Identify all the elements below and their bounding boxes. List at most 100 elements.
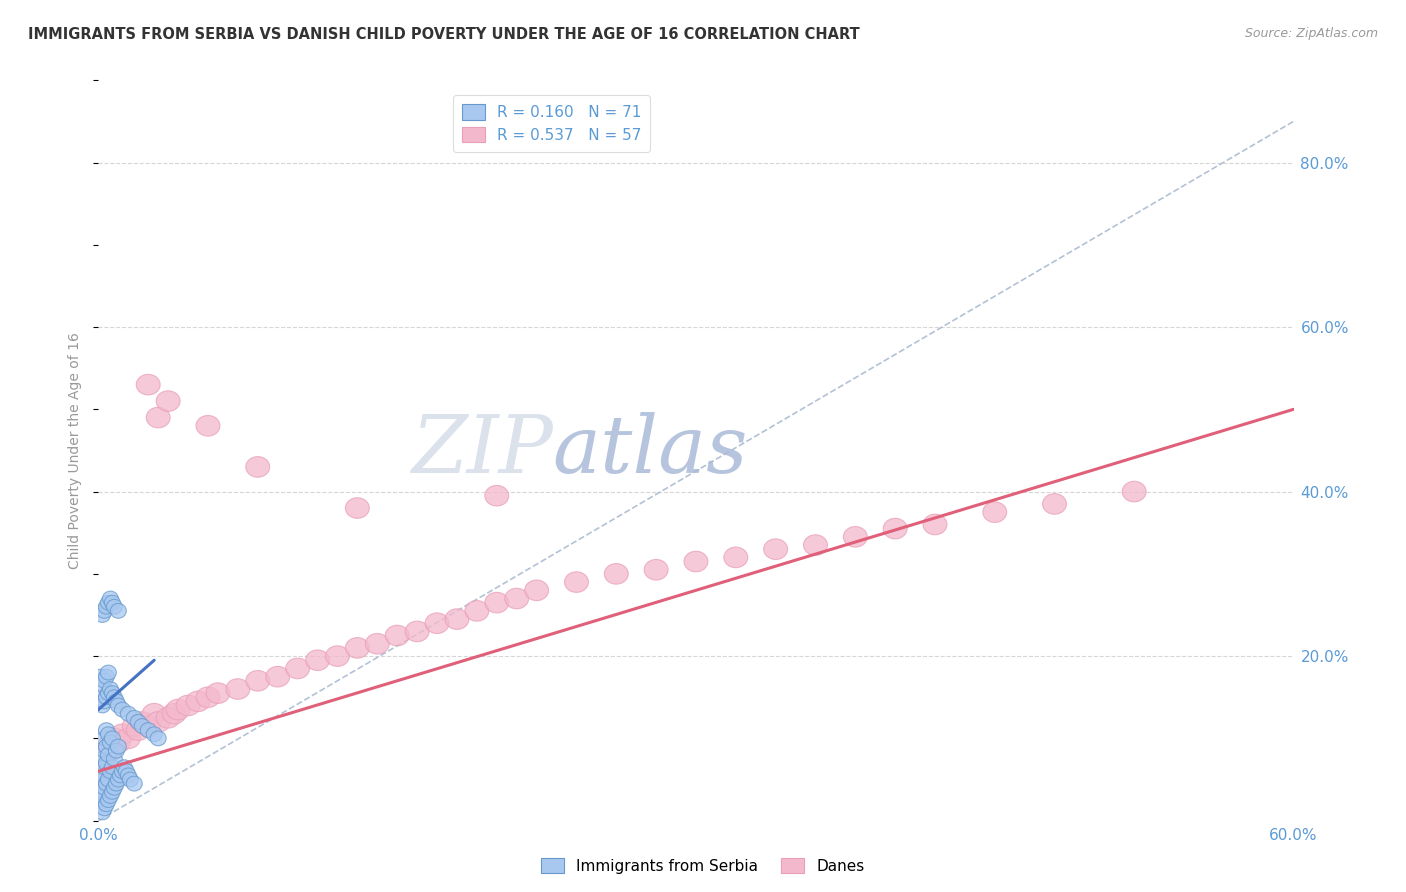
Text: Source: ZipAtlas.com: Source: ZipAtlas.com [1244, 27, 1378, 40]
Ellipse shape [605, 564, 628, 584]
Ellipse shape [146, 727, 162, 741]
Ellipse shape [465, 600, 489, 621]
Ellipse shape [366, 633, 389, 654]
Ellipse shape [94, 698, 111, 713]
Ellipse shape [565, 572, 589, 592]
Ellipse shape [104, 760, 121, 774]
Ellipse shape [94, 678, 111, 692]
Ellipse shape [142, 704, 166, 724]
Ellipse shape [136, 715, 160, 736]
Ellipse shape [104, 784, 121, 799]
Ellipse shape [983, 502, 1007, 523]
Ellipse shape [97, 673, 112, 689]
Ellipse shape [98, 669, 114, 684]
Ellipse shape [98, 723, 114, 738]
Ellipse shape [97, 743, 112, 758]
Ellipse shape [685, 551, 709, 572]
Ellipse shape [98, 797, 114, 812]
Ellipse shape [107, 732, 131, 753]
Ellipse shape [446, 609, 470, 630]
Ellipse shape [108, 776, 124, 791]
Ellipse shape [100, 727, 117, 741]
Ellipse shape [136, 375, 160, 395]
Text: ZIP: ZIP [411, 412, 553, 489]
Text: IMMIGRANTS FROM SERBIA VS DANISH CHILD POVERTY UNDER THE AGE OF 16 CORRELATION C: IMMIGRANTS FROM SERBIA VS DANISH CHILD P… [28, 27, 860, 42]
Ellipse shape [118, 764, 135, 779]
Ellipse shape [98, 739, 114, 754]
Ellipse shape [883, 518, 907, 539]
Ellipse shape [103, 764, 118, 779]
Ellipse shape [127, 776, 142, 791]
Ellipse shape [505, 588, 529, 609]
Ellipse shape [98, 776, 114, 791]
Legend: R = 0.160   N = 71, R = 0.537   N = 57: R = 0.160 N = 71, R = 0.537 N = 57 [453, 95, 651, 152]
Ellipse shape [724, 547, 748, 567]
Ellipse shape [107, 780, 122, 795]
Ellipse shape [131, 714, 146, 730]
Ellipse shape [763, 539, 787, 559]
Ellipse shape [195, 687, 219, 707]
Ellipse shape [346, 498, 370, 518]
Ellipse shape [122, 772, 138, 787]
Ellipse shape [146, 712, 170, 732]
Ellipse shape [385, 625, 409, 646]
Ellipse shape [127, 710, 142, 725]
Legend: Immigrants from Serbia, Danes: Immigrants from Serbia, Danes [536, 852, 870, 880]
Ellipse shape [117, 728, 141, 748]
Ellipse shape [195, 416, 219, 436]
Ellipse shape [97, 760, 112, 774]
Ellipse shape [103, 789, 118, 804]
Ellipse shape [804, 535, 827, 556]
Ellipse shape [405, 621, 429, 641]
Ellipse shape [146, 408, 170, 428]
Ellipse shape [924, 514, 948, 535]
Ellipse shape [98, 756, 114, 771]
Ellipse shape [485, 592, 509, 613]
Ellipse shape [226, 679, 250, 699]
Ellipse shape [104, 595, 121, 610]
Ellipse shape [100, 665, 117, 680]
Ellipse shape [111, 698, 127, 713]
Ellipse shape [162, 704, 186, 724]
Ellipse shape [150, 731, 166, 746]
Ellipse shape [94, 789, 111, 804]
Ellipse shape [108, 694, 124, 709]
Ellipse shape [524, 580, 548, 600]
Ellipse shape [1122, 482, 1146, 502]
Ellipse shape [186, 691, 209, 712]
Ellipse shape [114, 764, 131, 779]
Ellipse shape [93, 784, 108, 799]
Ellipse shape [97, 604, 112, 618]
Ellipse shape [103, 735, 118, 750]
Ellipse shape [103, 591, 118, 606]
Ellipse shape [111, 724, 135, 745]
Ellipse shape [266, 666, 290, 687]
Ellipse shape [90, 761, 114, 781]
Ellipse shape [97, 736, 121, 757]
Ellipse shape [98, 690, 114, 705]
Ellipse shape [644, 559, 668, 580]
Ellipse shape [121, 768, 136, 783]
Ellipse shape [94, 805, 111, 820]
Ellipse shape [1043, 493, 1067, 514]
Ellipse shape [100, 686, 117, 700]
Ellipse shape [121, 706, 136, 721]
Ellipse shape [94, 768, 111, 783]
Ellipse shape [127, 720, 150, 740]
Ellipse shape [100, 793, 117, 807]
Ellipse shape [97, 731, 112, 746]
Ellipse shape [103, 728, 127, 748]
Ellipse shape [103, 681, 118, 697]
Ellipse shape [166, 699, 190, 720]
Ellipse shape [104, 686, 121, 700]
Ellipse shape [176, 695, 200, 715]
Ellipse shape [97, 694, 112, 709]
Ellipse shape [425, 613, 449, 633]
Ellipse shape [285, 658, 309, 679]
Ellipse shape [117, 760, 132, 774]
Ellipse shape [94, 752, 111, 766]
Ellipse shape [346, 638, 370, 658]
Ellipse shape [94, 607, 111, 623]
Ellipse shape [107, 599, 122, 615]
Ellipse shape [246, 457, 270, 477]
